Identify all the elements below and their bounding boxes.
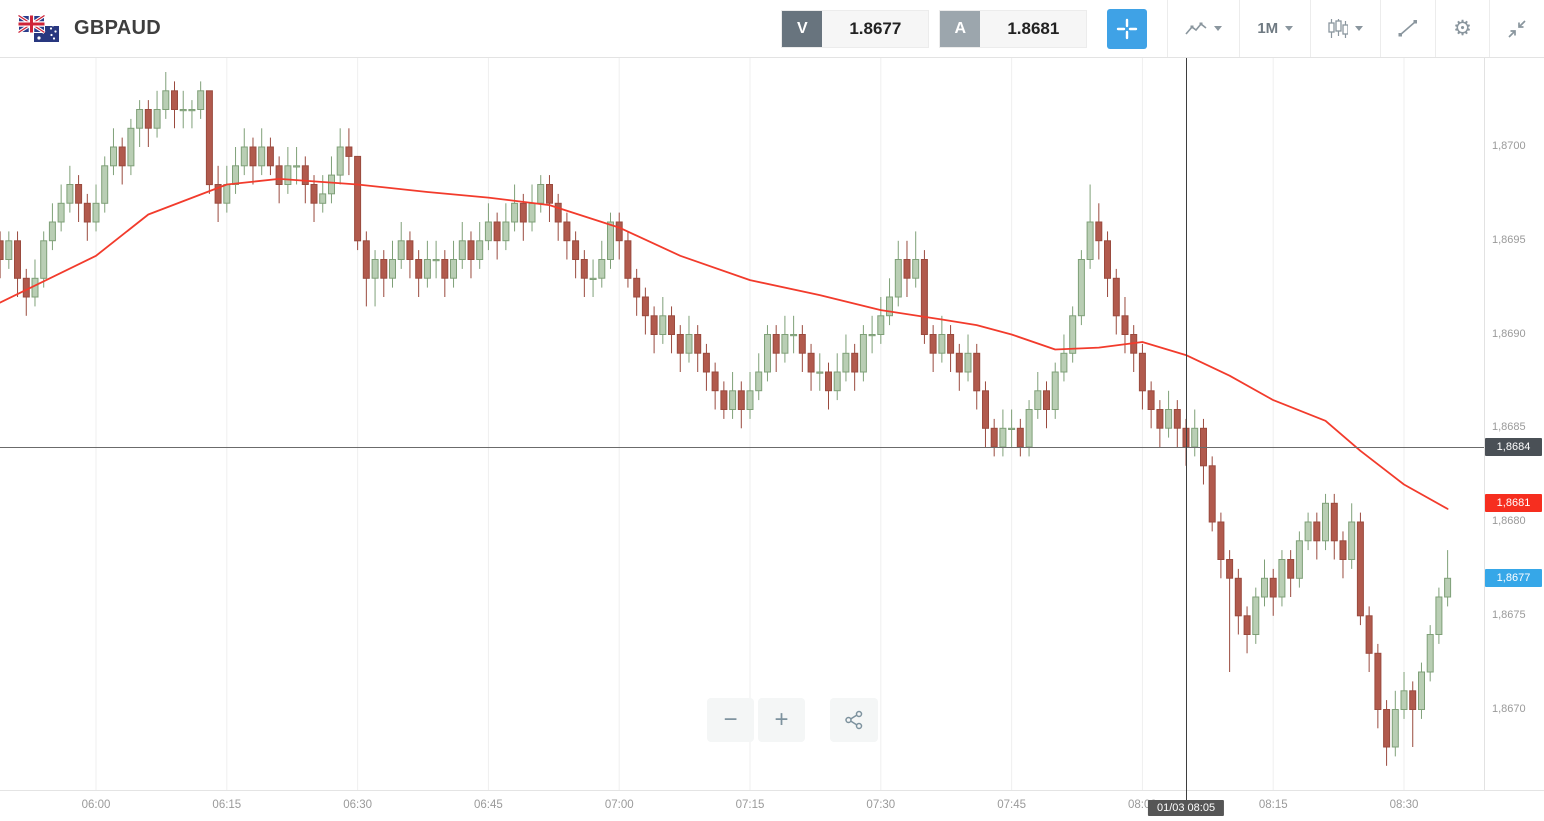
toolbar-divider	[1380, 0, 1382, 57]
price-axis-label: 1,8670	[1492, 702, 1526, 715]
instrument-title: GBPAUD	[74, 17, 161, 39]
chart-type-button[interactable]	[1168, 0, 1239, 57]
gear-icon: ⚙	[1453, 16, 1472, 40]
gbp-flag-icon	[18, 14, 46, 34]
current-price-line	[0, 447, 1484, 448]
share-icon	[845, 710, 863, 730]
toolbar-divider	[1167, 0, 1169, 57]
chevron-down-icon	[1214, 26, 1223, 31]
price-axis-label: 1,8700	[1492, 140, 1526, 152]
zoom-controls: − +	[707, 698, 805, 742]
price-axis-label: 1,8690	[1492, 327, 1526, 340]
sell-price: 1.8677	[849, 18, 902, 38]
price-axis[interactable]: 1,8700 1,8695 1,8690 1,8685 1,8680 1,8675 1,86…	[1485, 58, 1544, 790]
toolbar-divider	[1239, 0, 1241, 57]
crosshair-icon	[1117, 18, 1138, 39]
chart-region: 1,8684 1,8681 1,8677 1,8700 1,8695 1,8690 1…	[0, 58, 1544, 821]
collapse-button[interactable]	[1490, 0, 1544, 57]
zoom-in-button[interactable]: +	[758, 698, 805, 742]
price-axis-label: 1,8685	[1492, 421, 1526, 434]
time-axis-label: 08:30	[1389, 799, 1419, 811]
time-axis-label: 06:30	[343, 799, 372, 811]
drawing-tools-button[interactable]	[1381, 0, 1435, 57]
toolbar-divider	[1310, 0, 1312, 57]
zoom-out-button[interactable]: −	[707, 698, 754, 742]
price-axis-label: 1,8695	[1492, 233, 1526, 246]
time-axis-label: 06:00	[81, 799, 111, 811]
chevron-down-icon	[1285, 26, 1294, 31]
candlestick-icon	[1328, 19, 1349, 38]
price-axis-separator	[1484, 58, 1485, 790]
buy-price: 1.8681	[1007, 18, 1060, 38]
time-axis-label: 07:45	[997, 799, 1026, 811]
price-axis-label: 1,8675	[1492, 608, 1526, 621]
time-axis-label: 07:15	[735, 799, 765, 811]
toolbar: GBPAUD V 1.8677 A 1.8681 1M	[0, 0, 1544, 58]
candlestick-chart-canvas[interactable]	[0, 58, 1484, 790]
current-price-badge: 1,8684	[1485, 438, 1542, 456]
bid-price-badge: 1,8677	[1485, 569, 1542, 587]
share-button[interactable]	[830, 698, 878, 742]
time-axis-label: 08:15	[1258, 799, 1288, 811]
price-axis-label: 1,8680	[1492, 515, 1526, 527]
timeframe-label: 1M	[1257, 20, 1279, 37]
settings-button[interactable]: ⚙	[1436, 0, 1489, 57]
instrument-flag-icon	[18, 14, 60, 43]
time-axis-label: 07:00	[604, 799, 634, 811]
candle-style-button[interactable]	[1311, 0, 1380, 57]
toolbar-divider	[1435, 0, 1437, 57]
buy-button[interactable]: A	[940, 10, 981, 47]
trendline-icon	[1398, 20, 1418, 37]
sell-quote[interactable]: V 1.8677	[781, 9, 930, 48]
crosshair-vertical-line	[1186, 58, 1188, 805]
buy-quote[interactable]: A 1.8681	[939, 9, 1088, 48]
time-axis-label: 06:45	[474, 799, 503, 811]
collapse-icon	[1508, 19, 1526, 38]
sell-button[interactable]: V	[782, 10, 823, 47]
ask-price-badge: 1,8681	[1485, 494, 1542, 512]
toolbar-divider	[1489, 0, 1490, 57]
chevron-down-icon	[1355, 26, 1364, 31]
timeframe-button[interactable]: 1M	[1240, 0, 1310, 57]
time-axis-label: 06:15	[212, 799, 242, 811]
crosshair-time-label: 01/03 08:05	[1147, 800, 1225, 816]
crosshair-tool-button[interactable]	[1107, 8, 1148, 49]
line-chart-icon	[1185, 22, 1207, 35]
time-axis-label: 07:30	[866, 799, 896, 811]
time-axis[interactable]: 06:00 06:15 06:30 06:45 07:00 07:15 07:30 07:45…	[0, 790, 1544, 821]
